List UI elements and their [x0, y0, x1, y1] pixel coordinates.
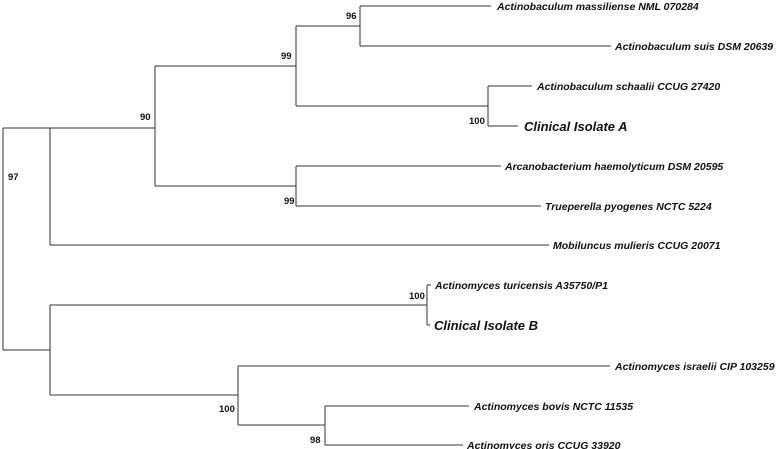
label-isolate-b: Clinical Isolate B: [434, 318, 538, 333]
label-oris: Actinomyces oris CCUG 33920: [466, 440, 621, 449]
support-massiliense-suis: 96: [346, 11, 357, 22]
support-turicensis-isolate-b: 100: [409, 291, 425, 302]
support-actinomyces: 100: [219, 404, 235, 415]
support-upper-clade: 90: [140, 112, 151, 123]
label-bovis: Actinomyces bovis NCTC 11535: [473, 401, 633, 413]
label-massiliense: Actinobaculum massiliense NML 070284: [496, 1, 699, 13]
label-israelii: Actinomyces israelii CIP 103259: [614, 361, 775, 373]
support-root: 97: [8, 172, 19, 183]
label-schaalii: Actinobaculum schaalii CCUG 27420: [536, 81, 720, 93]
support-arcano-trueperella: 99: [284, 196, 295, 207]
label-mobiluncus: Mobiluncus mulieris CCUG 20071: [553, 240, 721, 252]
label-isolate-a: Clinical Isolate A: [524, 119, 628, 134]
label-trueperella: Trueperella pyogenes NCTC 5224: [545, 201, 712, 213]
support-bovis-oris: 98: [310, 435, 321, 446]
support-actinobaculum: 99: [281, 51, 292, 62]
label-turicensis: Actinomyces turicensis A35750/P1: [434, 280, 608, 292]
label-suis: Actinobaculum suis DSM 20639: [614, 41, 773, 53]
label-arcanobacterium: Arcanobacterium haemolyticum DSM 20595: [504, 161, 723, 173]
support-schaalii-isolate-a: 100: [469, 116, 485, 127]
